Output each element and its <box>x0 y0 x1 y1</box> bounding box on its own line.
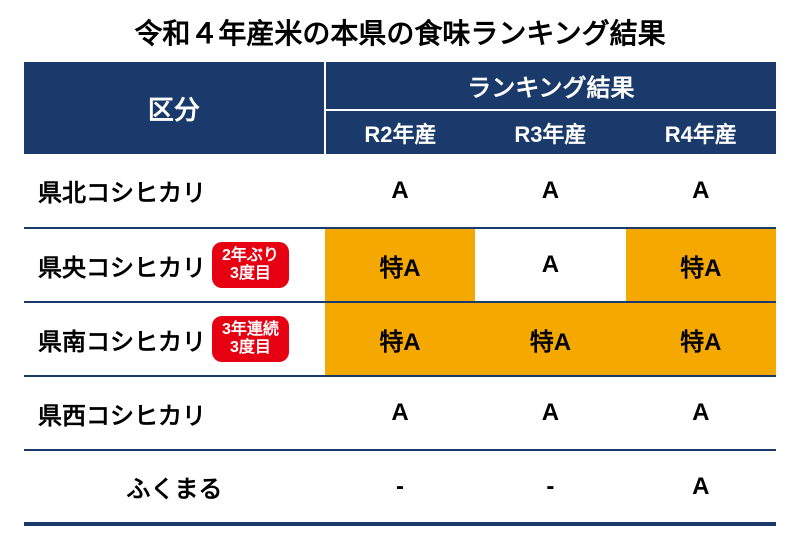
row-label-cell: 県南コシヒカリ3年連続3度目 <box>24 302 325 376</box>
rank-cell: 特A <box>325 302 475 376</box>
table-row: 県南コシヒカリ3年連続3度目特A特A特A <box>24 302 776 376</box>
table-row: ふくまる--A <box>24 450 776 524</box>
ranking-table: 区分 ランキング結果 R2年産 R3年産 R4年産 県北コシヒカリAAA県央コシ… <box>24 62 776 526</box>
row-label: 県西コシヒカリ <box>38 396 206 431</box>
achievement-badge: 3年連続3度目 <box>212 316 289 363</box>
badge-line2: 3度目 <box>230 339 271 357</box>
row-label: 県南コシヒカリ <box>38 322 206 357</box>
page-title: 令和４年産米の本県の食味ランキング結果 <box>24 12 776 52</box>
rank-cell: A <box>475 376 625 450</box>
table-row: 県央コシヒカリ2年ぶり3度目特AA特A <box>24 228 776 302</box>
rank-cell: A <box>325 376 475 450</box>
row-label-cell: 県北コシヒカリ <box>24 154 325 228</box>
row-label-cell: 県央コシヒカリ2年ぶり3度目 <box>24 228 325 302</box>
achievement-badge: 2年ぶり3度目 <box>212 242 289 289</box>
row-label-cell: 県西コシヒカリ <box>24 376 325 450</box>
row-label: ふくまる <box>126 469 222 504</box>
table-body: 県北コシヒカリAAA県央コシヒカリ2年ぶり3度目特AA特A県南コシヒカリ3年連続… <box>24 154 776 524</box>
rank-cell: 特A <box>325 228 475 302</box>
header-year-r4: R4年産 <box>626 110 776 154</box>
table-row: 県西コシヒカリAAA <box>24 376 776 450</box>
rank-cell: A <box>626 450 776 524</box>
table-row: 県北コシヒカリAAA <box>24 154 776 228</box>
rank-cell: 特A <box>475 302 625 376</box>
rank-cell: A <box>626 154 776 228</box>
badge-line1: 3年連続 <box>222 321 279 339</box>
header-rank: ランキング結果 <box>325 62 776 110</box>
row-label: 県央コシヒカリ <box>38 248 206 283</box>
rank-cell: A <box>475 228 625 302</box>
rank-cell: A <box>475 154 625 228</box>
rank-cell: 特A <box>626 302 776 376</box>
badge-line1: 2年ぶり <box>222 247 279 265</box>
row-label-cell: ふくまる <box>24 450 325 524</box>
header-year-r3: R3年産 <box>475 110 625 154</box>
rank-cell: 特A <box>626 228 776 302</box>
rank-cell: A <box>325 154 475 228</box>
rank-cell: - <box>325 450 475 524</box>
row-label: 県北コシヒカリ <box>38 173 206 208</box>
badge-line2: 3度目 <box>230 265 271 283</box>
rank-cell: - <box>475 450 625 524</box>
rank-cell: A <box>626 376 776 450</box>
header-kubun: 区分 <box>24 62 325 154</box>
header-year-r2: R2年産 <box>325 110 475 154</box>
table-header: 区分 ランキング結果 R2年産 R3年産 R4年産 <box>24 62 776 154</box>
